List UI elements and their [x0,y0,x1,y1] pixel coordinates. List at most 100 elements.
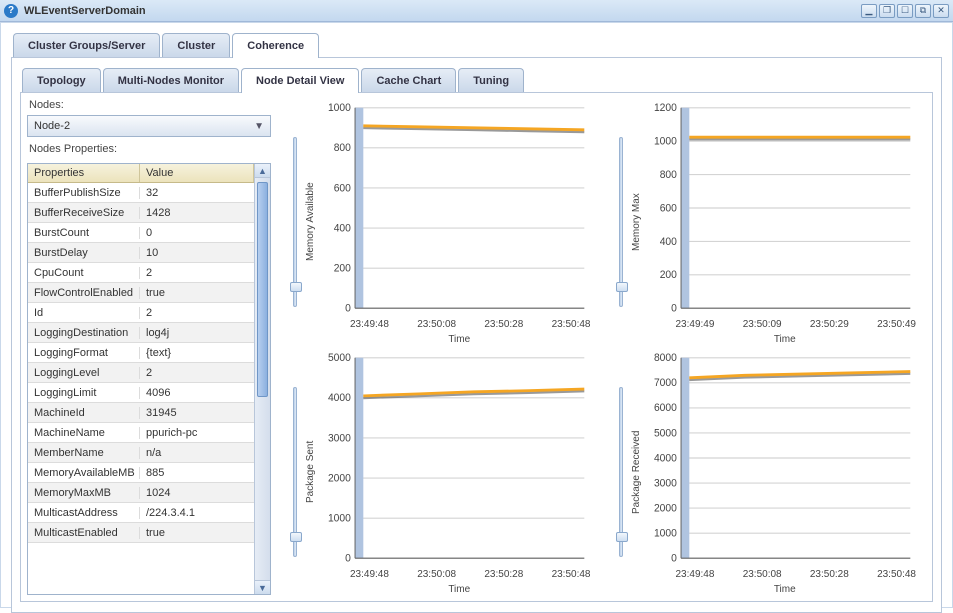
subtab-cache-chart[interactable]: Cache Chart [361,68,456,93]
property-row[interactable]: BufferPublishSize32 [28,183,254,203]
col-value: Value [140,164,254,182]
property-row[interactable]: Id2 [28,303,254,323]
chart-package-received: Package Received010002000300040005000600… [613,349,927,595]
chart-slider[interactable] [287,99,303,345]
window-titlebar: ? WLEventServerDomain ▁ ❐ ☐ ⧉ ✕ [0,0,953,22]
property-key: MachineId [28,407,140,419]
property-row[interactable]: MulticastAddress/224.3.4.1 [28,503,254,523]
property-row[interactable]: BufferReceiveSize1428 [28,203,254,223]
col-properties: Properties [28,164,140,182]
property-row[interactable]: LoggingLevel2 [28,363,254,383]
subtab-node-detail-view[interactable]: Node Detail View [241,68,359,93]
chart-ylabel: Memory Available [303,99,318,345]
property-value: 2 [140,267,254,279]
close-button[interactable]: ✕ [933,4,949,18]
property-row[interactable]: FlowControlEnabledtrue [28,283,254,303]
svg-text:1000: 1000 [328,512,351,525]
svg-text:2000: 2000 [653,502,676,515]
svg-text:400: 400 [659,235,676,248]
chart-plot: 010002000300040005000600070008000 [648,351,917,565]
scroll-down-icon[interactable]: ▼ [255,580,270,594]
property-row[interactable]: MachineId31945 [28,403,254,423]
svg-text:600: 600 [334,182,351,195]
coherence-panel: TopologyMulti-Nodes MonitorNode Detail V… [11,57,942,613]
property-row[interactable]: MemoryMaxMB1024 [28,483,254,503]
node-select[interactable]: Node-2 ▼ [27,115,271,137]
chart-xlabel: Time [318,334,601,345]
property-row[interactable]: BurstDelay10 [28,243,254,263]
chart-xticks: 23:49:4923:50:0923:50:2923:50:49 [676,319,917,330]
scroll-up-icon[interactable]: ▲ [255,164,270,178]
svg-text:3000: 3000 [653,477,676,490]
popout-button[interactable]: ⧉ [915,4,931,18]
property-row[interactable]: CpuCount2 [28,263,254,283]
svg-text:3000: 3000 [328,432,351,445]
property-value: {text} [140,347,254,359]
svg-text:4000: 4000 [328,392,351,405]
chart-xlabel: Time [644,334,927,345]
chart-memory-max: Memory Max02004006008001000120023:49:492… [613,99,927,345]
property-value: true [140,287,254,299]
properties-scrollbar[interactable]: ▲ ▼ [254,164,270,594]
chart-slider[interactable] [613,349,629,595]
svg-text:4000: 4000 [653,452,676,465]
chart-xticks: 23:49:4823:50:0823:50:2823:50:48 [676,569,917,580]
left-column: Nodes: Node-2 ▼ Nodes Properties: Proper… [27,99,271,595]
chart-slider[interactable] [613,99,629,345]
property-row[interactable]: LoggingDestinationlog4j [28,323,254,343]
property-key: Id [28,307,140,319]
property-key: LoggingLevel [28,367,140,379]
property-key: MachineName [28,427,140,439]
svg-text:1000: 1000 [653,135,676,148]
nodes-label: Nodes: [29,99,271,111]
property-row[interactable]: MachineNameppurich-pc [28,423,254,443]
minimize-button[interactable]: ▁ [861,4,877,18]
property-value: ppurich-pc [140,427,254,439]
property-key: BufferPublishSize [28,187,140,199]
svg-text:0: 0 [671,552,677,565]
primary-tabs: Cluster Groups/ServerClusterCoherence [1,23,952,58]
property-value: 2 [140,307,254,319]
subtab-multi-nodes-monitor[interactable]: Multi-Nodes Monitor [103,68,239,93]
property-key: FlowControlEnabled [28,287,140,299]
property-value: 2 [140,367,254,379]
property-key: MemoryMaxMB [28,487,140,499]
chart-memory-available: Memory Available0200400600800100023:49:4… [287,99,601,345]
tab-cluster-groups-server[interactable]: Cluster Groups/Server [13,33,160,58]
property-value: 31945 [140,407,254,419]
content-frame: Cluster Groups/ServerClusterCoherence To… [0,22,953,608]
svg-text:1000: 1000 [328,102,351,115]
property-row[interactable]: LoggingFormat{text} [28,343,254,363]
chart-xticks: 23:49:4823:50:0823:50:2823:50:48 [350,569,591,580]
chart-ylabel: Package Sent [303,349,318,595]
node-select-value: Node-2 [34,120,70,132]
tab-cluster[interactable]: Cluster [162,33,230,58]
subtab-topology[interactable]: Topology [22,68,101,93]
tab-coherence[interactable]: Coherence [232,33,319,58]
info-icon: ? [4,4,18,18]
svg-text:800: 800 [334,142,351,155]
scroll-thumb[interactable] [257,182,268,397]
svg-text:5000: 5000 [653,427,676,440]
window-controls: ▁ ❐ ☐ ⧉ ✕ [861,4,949,18]
property-key: MemoryAvailableMB [28,467,140,479]
property-row[interactable]: MulticastEnabledtrue [28,523,254,543]
property-row[interactable]: MemoryAvailableMB885 [28,463,254,483]
property-key: BufferReceiveSize [28,207,140,219]
restore-button[interactable]: ❐ [879,4,895,18]
subtab-tuning[interactable]: Tuning [458,68,524,93]
maximize-button[interactable]: ☐ [897,4,913,18]
svg-text:0: 0 [345,552,351,565]
property-row[interactable]: LoggingLimit4096 [28,383,254,403]
property-key: BurstDelay [28,247,140,259]
property-row[interactable]: BurstCount0 [28,223,254,243]
svg-text:600: 600 [659,202,676,215]
property-key: CpuCount [28,267,140,279]
chart-slider[interactable] [287,349,303,595]
chart-xlabel: Time [318,584,601,595]
svg-text:800: 800 [659,169,676,182]
property-value: 1428 [140,207,254,219]
property-key: MulticastEnabled [28,527,140,539]
svg-text:2000: 2000 [328,472,351,485]
property-row[interactable]: MemberNamen/a [28,443,254,463]
